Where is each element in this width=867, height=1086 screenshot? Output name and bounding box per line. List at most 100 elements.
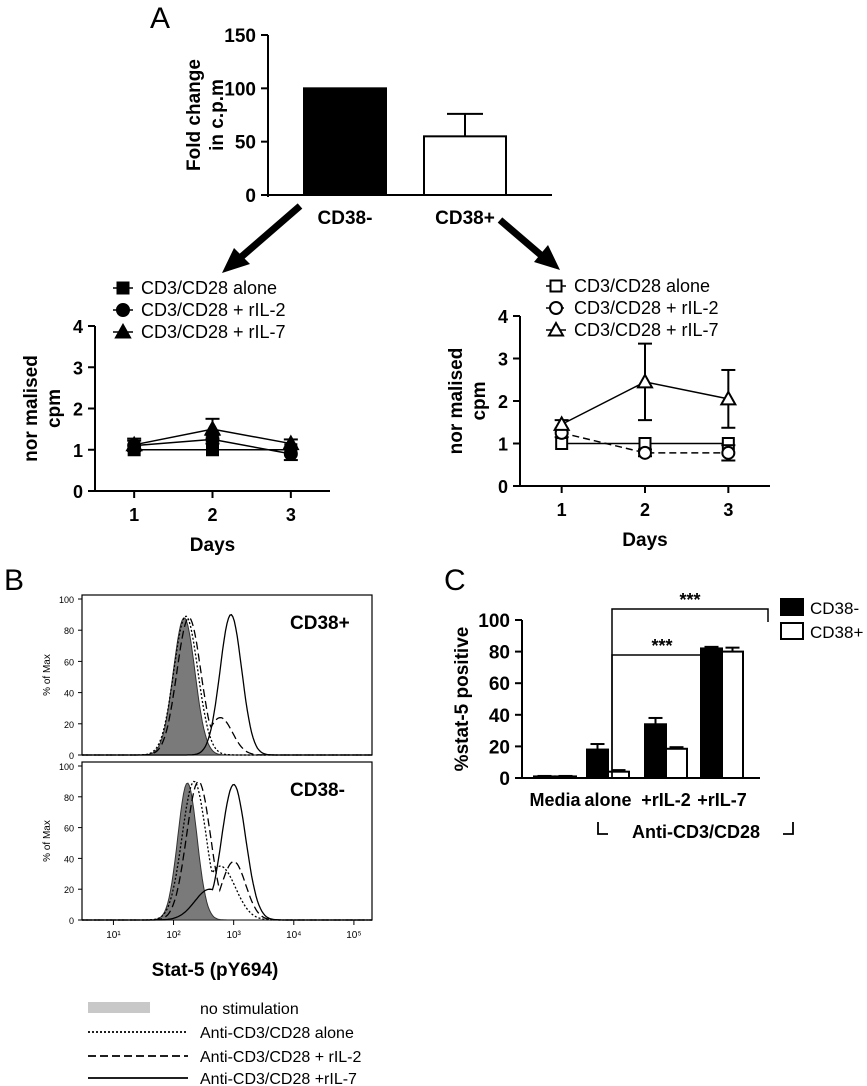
histogram-curve-solid bbox=[82, 783, 372, 921]
chart-a-top: 0 50 100 150 Fold change in c.p.m CD38- CD38+ bbox=[184, 26, 552, 229]
legend-entry: Anti-CD3/CD28 + rIL-2 bbox=[200, 1049, 361, 1066]
chart-a-left: 0 1 2 3 4 1 2 3 Days nor malised cpm CD3/CD28 alone… bbox=[21, 278, 330, 556]
legend-entry: CD38+ bbox=[810, 623, 863, 642]
x-axis-label: Stat-5 (pY694) bbox=[152, 960, 279, 981]
x-axis-label: Days bbox=[622, 530, 667, 551]
x-axis-label: Days bbox=[190, 535, 235, 556]
x-tick-label: 1 bbox=[129, 505, 139, 525]
marker-point bbox=[638, 445, 652, 460]
chart-a-right: 0 1 2 3 4 1 2 3 Days nor malised cpm CD3/CD28 alone… bbox=[446, 276, 770, 551]
legend-entry: CD3/CD28 alone bbox=[574, 276, 710, 296]
y-tick-label: 20 bbox=[64, 885, 74, 895]
arrow-right bbox=[497, 217, 560, 270]
legend-entry: CD3/CD28 + rIL-2 bbox=[141, 300, 286, 320]
y-tick-label: 80 bbox=[489, 643, 510, 664]
x-category-label: CD38+ bbox=[435, 208, 495, 229]
bar-CD38- bbox=[533, 775, 556, 779]
marker-point bbox=[721, 445, 736, 460]
y-tick-label: 100 bbox=[59, 762, 74, 772]
legend-entry: Anti-CD3/CD28 alone bbox=[200, 1025, 354, 1042]
x-tick-label: 10¹ bbox=[106, 930, 121, 941]
marker-point bbox=[203, 420, 222, 436]
legend-swatch bbox=[780, 598, 804, 616]
legend-marker bbox=[116, 281, 130, 295]
y-tick-label: 0 bbox=[498, 477, 508, 497]
series-line-1 bbox=[561, 432, 729, 454]
x-tick-label: 10⁴ bbox=[286, 930, 301, 941]
y-axis-label-line: cpm bbox=[469, 381, 490, 420]
y-tick-label: 1 bbox=[498, 435, 508, 455]
y-tick-label: 50 bbox=[235, 133, 256, 154]
marker-point bbox=[282, 434, 300, 451]
legend-entry: no stimulation bbox=[200, 1001, 299, 1018]
y-tick-label: 80 bbox=[64, 626, 74, 636]
y-tick-label: 80 bbox=[64, 793, 74, 803]
x-category-label: Media bbox=[529, 790, 581, 810]
y-tick-label: 0 bbox=[499, 769, 510, 790]
y-tick-label: 60 bbox=[489, 674, 510, 695]
legend-swatch-filled bbox=[88, 1002, 150, 1013]
legend-marker bbox=[549, 279, 563, 293]
y-tick-label: 4 bbox=[73, 317, 83, 337]
panel-label-c: C bbox=[444, 564, 466, 597]
legend-entry: Anti-CD3/CD28 +rIL-7 bbox=[200, 1071, 357, 1086]
y-tick-label: 1 bbox=[73, 441, 83, 461]
bar-CD38- bbox=[586, 748, 609, 779]
x-tick-label: 3 bbox=[723, 500, 733, 520]
y-tick-label: 100 bbox=[224, 79, 256, 100]
x-tick-label: 2 bbox=[207, 505, 217, 525]
bar-CD38+ bbox=[721, 650, 744, 779]
x-category-label: CD38- bbox=[318, 208, 373, 229]
y-tick-label: 4 bbox=[498, 307, 508, 327]
bar-CD38- bbox=[700, 647, 723, 779]
y-axis-label: % of Max bbox=[42, 820, 53, 862]
y-tick-label: 40 bbox=[64, 854, 74, 864]
panel-label-a: A bbox=[150, 2, 170, 35]
y-axis-label: Fold change in c.p.m bbox=[184, 59, 228, 171]
marker-point bbox=[552, 415, 571, 431]
legend-marker bbox=[114, 322, 132, 339]
legend-marker bbox=[549, 301, 563, 315]
y-tick-label: 0 bbox=[245, 186, 256, 207]
y-tick-label: 2 bbox=[73, 400, 83, 420]
y-axis-label: nor malised cpm bbox=[21, 355, 65, 462]
significance-label: *** bbox=[651, 636, 672, 656]
histogram-curve-solid bbox=[82, 613, 372, 756]
x-tick-label: 10² bbox=[166, 930, 181, 941]
y-tick-label: 3 bbox=[73, 358, 83, 378]
y-tick-label: 40 bbox=[64, 689, 74, 699]
legend-entry: CD3/CD28 alone bbox=[141, 278, 277, 298]
y-axis-label-line: nor malised bbox=[446, 348, 467, 455]
x-tick-label: 10³ bbox=[226, 930, 241, 941]
y-axis-label-line: Fold change bbox=[184, 59, 205, 171]
y-tick-label: 0 bbox=[69, 916, 74, 926]
y-tick-label: 3 bbox=[498, 350, 508, 370]
marker-point bbox=[636, 372, 654, 389]
y-tick-label: 40 bbox=[489, 706, 510, 727]
histogram-panel-label: CD38- bbox=[290, 780, 345, 801]
legend-entry: CD38- bbox=[810, 599, 859, 618]
y-axis-label: %stat-5 positive bbox=[452, 627, 473, 772]
group-label: Anti-CD3/CD28 bbox=[632, 822, 760, 842]
legend-entry: CD3/CD28 + rIL-7 bbox=[141, 322, 286, 342]
legend-marker bbox=[116, 303, 130, 317]
bar-CD38- bbox=[644, 723, 667, 780]
histogram-panel-CD38-: 0 20 40 60 80 100 % of Max CD38- bbox=[42, 761, 373, 926]
bar-CD38- bbox=[303, 87, 387, 196]
legend-entry: CD3/CD28 + rIL-2 bbox=[574, 298, 719, 318]
y-tick-label: 150 bbox=[224, 26, 256, 47]
y-tick-label: 100 bbox=[478, 611, 510, 632]
marker-point bbox=[719, 389, 738, 406]
x-tick-label: 2 bbox=[640, 500, 650, 520]
marker-point bbox=[125, 435, 143, 452]
panel-label-b: B bbox=[4, 564, 24, 597]
bar-CD38+ bbox=[423, 135, 507, 196]
significance-line-rIL7 bbox=[611, 608, 769, 778]
y-tick-label: 0 bbox=[69, 751, 74, 761]
y-axis-label: nor malised cpm bbox=[446, 348, 490, 455]
y-tick-label: 60 bbox=[64, 657, 74, 667]
chart-c-bars: 0 20 40 60 80 100%stat-5 positive Media alone +r… bbox=[452, 590, 863, 842]
legend-swatch bbox=[780, 622, 804, 640]
y-tick-label: 20 bbox=[64, 720, 74, 730]
